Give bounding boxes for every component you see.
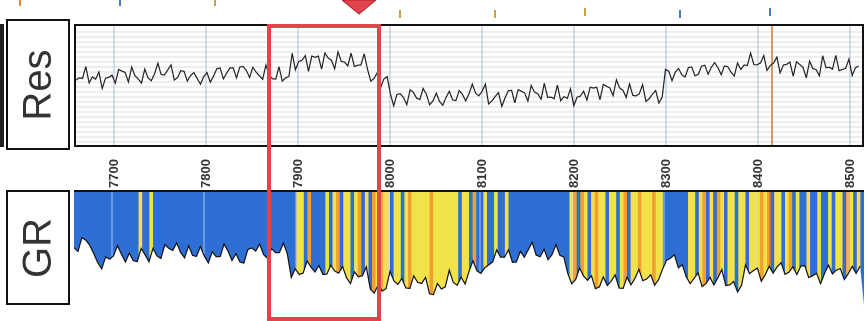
res-curve-plot (76, 26, 862, 145)
left-edge-bar (0, 24, 4, 147)
gr-track[interactable] (74, 190, 864, 305)
gr-track-label: GR (6, 190, 70, 305)
selection-highlight-box[interactable] (267, 24, 381, 321)
depth-axis (74, 148, 864, 190)
pointer-marker-icon (342, 0, 376, 16)
res-curve-line (76, 52, 859, 107)
res-track[interactable] (74, 24, 864, 147)
depth-tick-label: 8000 (382, 159, 397, 188)
depth-tick-label: 8300 (658, 159, 673, 188)
depth-tick-label: 8100 (474, 159, 489, 188)
res-track-label: Res (6, 19, 70, 150)
depth-tick-label: 8400 (750, 159, 765, 188)
depth-tick-label: 8500 (842, 159, 857, 188)
res-label-text: Res (16, 49, 61, 120)
top-tick-strip (0, 0, 865, 20)
depth-tick-label: 7700 (106, 159, 121, 188)
gr-label-text: GR (16, 218, 61, 278)
gr-fill-plot (74, 192, 864, 305)
depth-tick-label: 8200 (566, 159, 581, 188)
gr-color-stripe (430, 192, 434, 305)
depth-tick-label: 7800 (198, 159, 213, 188)
